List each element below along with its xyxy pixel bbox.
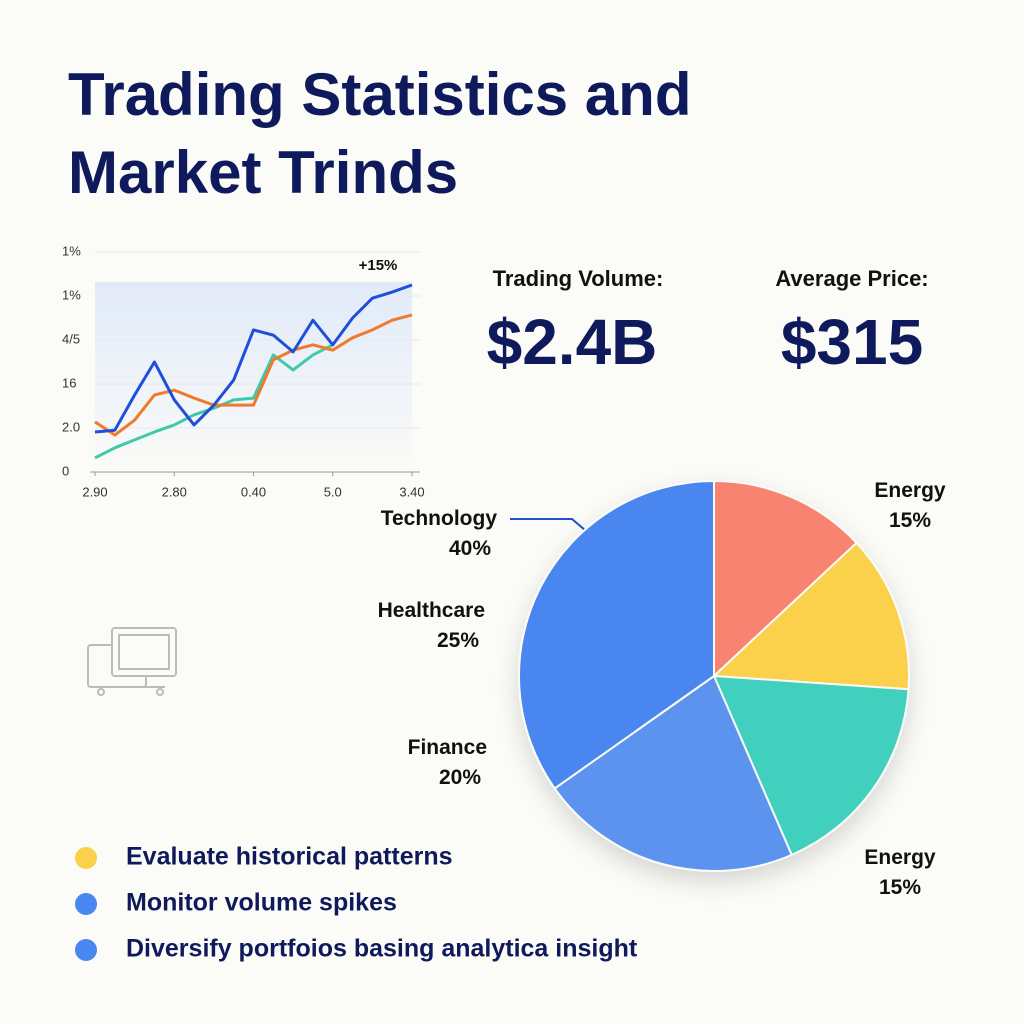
bullet-text: Diversify portfoios basing analytica ins… (126, 935, 638, 963)
plot-fade (95, 282, 412, 472)
pie-slice (712, 674, 910, 857)
pie-slice (553, 674, 794, 872)
stat-label: Trading Volume: (493, 266, 664, 291)
pie-slice (713, 479, 858, 679)
pie (518, 479, 910, 872)
monitor-icon (87, 627, 177, 696)
pie-value-label: 40% (449, 537, 491, 560)
line-series (94, 313, 413, 437)
x-tick-label: 2.90 (82, 484, 107, 499)
title: Trading Statistics and Market Trinds (68, 61, 692, 206)
pie-value-label: 15% (879, 876, 921, 899)
y-tick-label: 1% (62, 243, 81, 258)
pie-label: Energy (874, 479, 946, 502)
pie-value-label: 15% (889, 509, 931, 532)
pie-value-label: 20% (439, 766, 481, 789)
pie-slice (518, 479, 715, 790)
stat-label: Average Price: (775, 266, 928, 291)
line-series (94, 343, 334, 460)
y-tick-label: 1% (62, 287, 81, 302)
pie-value-label: 25% (437, 629, 479, 652)
pie-label: Energy (864, 846, 936, 869)
bullet-dot (75, 847, 97, 869)
y-tick-label: 2.0 (62, 419, 80, 434)
stat-value: $2.4B (487, 306, 658, 378)
y-tick-label: 0 (62, 463, 69, 478)
bullet-dot (75, 893, 97, 915)
y-tick-label: 16 (62, 375, 76, 390)
x-tick-label: 0.40 (241, 484, 266, 499)
pie-label: Healthcare (378, 599, 485, 622)
bullet-dot (75, 939, 97, 961)
line-series (94, 283, 413, 434)
x-tick-label: 2.80 (162, 484, 187, 499)
pie-label: Technology (381, 507, 498, 530)
stat-value: $315 (781, 306, 923, 378)
pie-slice (711, 541, 910, 691)
x-tick-label: 3.40 (399, 484, 424, 499)
y-tick-label: 4/5 (62, 331, 80, 346)
pie-label: Finance (408, 736, 487, 759)
x-tick-label: 5.0 (324, 484, 342, 499)
bullet-text: Evaluate historical patterns (126, 843, 453, 871)
bullet-text: Monitor volume spikes (126, 889, 397, 917)
annotation: +15% (359, 257, 398, 274)
